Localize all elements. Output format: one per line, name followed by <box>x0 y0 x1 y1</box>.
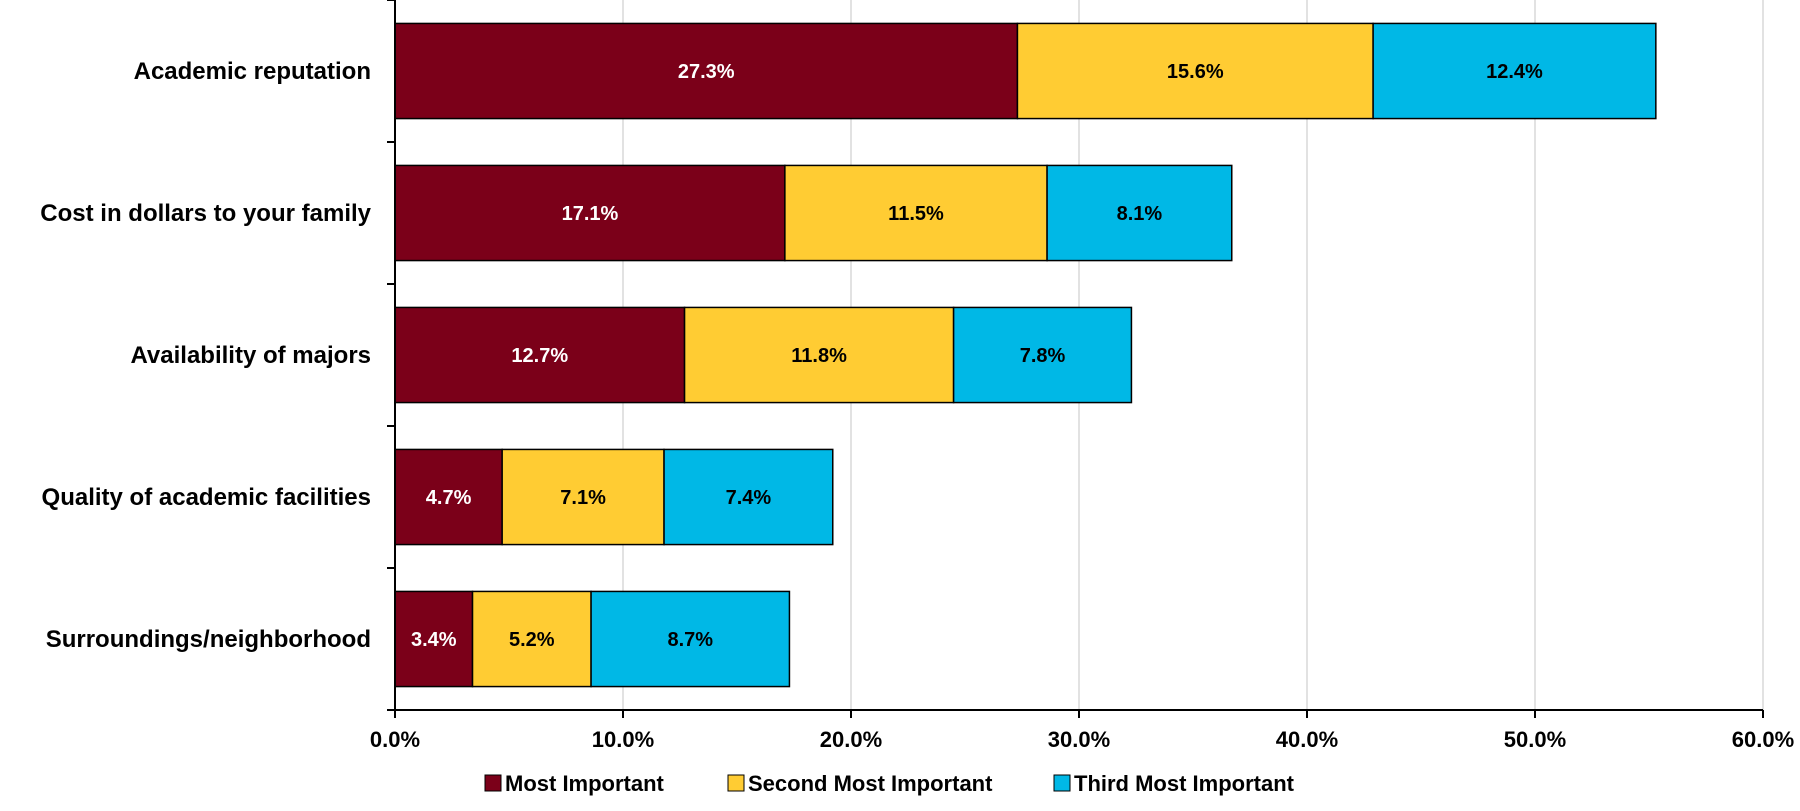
data-label: 4.7% <box>426 487 472 509</box>
x-tick-label: 50.0% <box>1504 727 1566 752</box>
x-tick-label: 10.0% <box>592 727 654 752</box>
data-label: 27.3% <box>678 61 735 83</box>
category-label: Availability of majors <box>130 342 371 369</box>
category-labels: Academic reputation Cost in dollars to yo… <box>40 58 371 653</box>
data-label: 12.7% <box>511 345 568 367</box>
category-label: Academic reputation <box>134 58 371 85</box>
x-tick-label: 20.0% <box>820 727 882 752</box>
x-tick-label: 30.0% <box>1048 727 1110 752</box>
legend: Most Important Second Most Important Third… <box>485 771 1295 796</box>
legend-swatch <box>728 775 744 791</box>
legend-label: Third Most Important <box>1074 771 1295 796</box>
x-tick-label: 40.0% <box>1276 727 1338 752</box>
x-tick-labels: 0.0% 10.0% 20.0% 30.0% 40.0% 50.0% 60.0% <box>370 727 1794 752</box>
category-label: Cost in dollars to your family <box>40 200 371 227</box>
legend-swatch <box>1054 775 1070 791</box>
data-label: 8.1% <box>1117 203 1163 225</box>
category-label: Surroundings/neighborhood <box>46 626 371 653</box>
data-label: 7.8% <box>1020 345 1066 367</box>
category-label: Quality of academic facilities <box>42 484 371 511</box>
bars: 27.3% 15.6% 12.4% 17.1% 11.5% 8.1% 12.7% 11.8% 7… <box>395 23 1656 686</box>
data-label: 3.4% <box>411 629 457 651</box>
legend-label: Most Important <box>505 771 665 796</box>
legend-swatch <box>485 775 501 791</box>
data-label: 8.7% <box>667 629 713 651</box>
data-label: 11.8% <box>791 345 847 367</box>
legend-label: Second Most Important <box>748 771 993 796</box>
data-label: 7.1% <box>560 487 606 509</box>
data-label: 15.6% <box>1167 61 1224 83</box>
data-label: 5.2% <box>509 629 555 651</box>
data-label: 12.4% <box>1486 61 1543 83</box>
x-tick-label: 60.0% <box>1732 727 1794 752</box>
data-label: 17.1% <box>562 203 619 225</box>
x-tick-label: 0.0% <box>370 727 420 752</box>
data-label: 7.4% <box>726 487 772 509</box>
data-label: 11.5% <box>888 203 944 225</box>
